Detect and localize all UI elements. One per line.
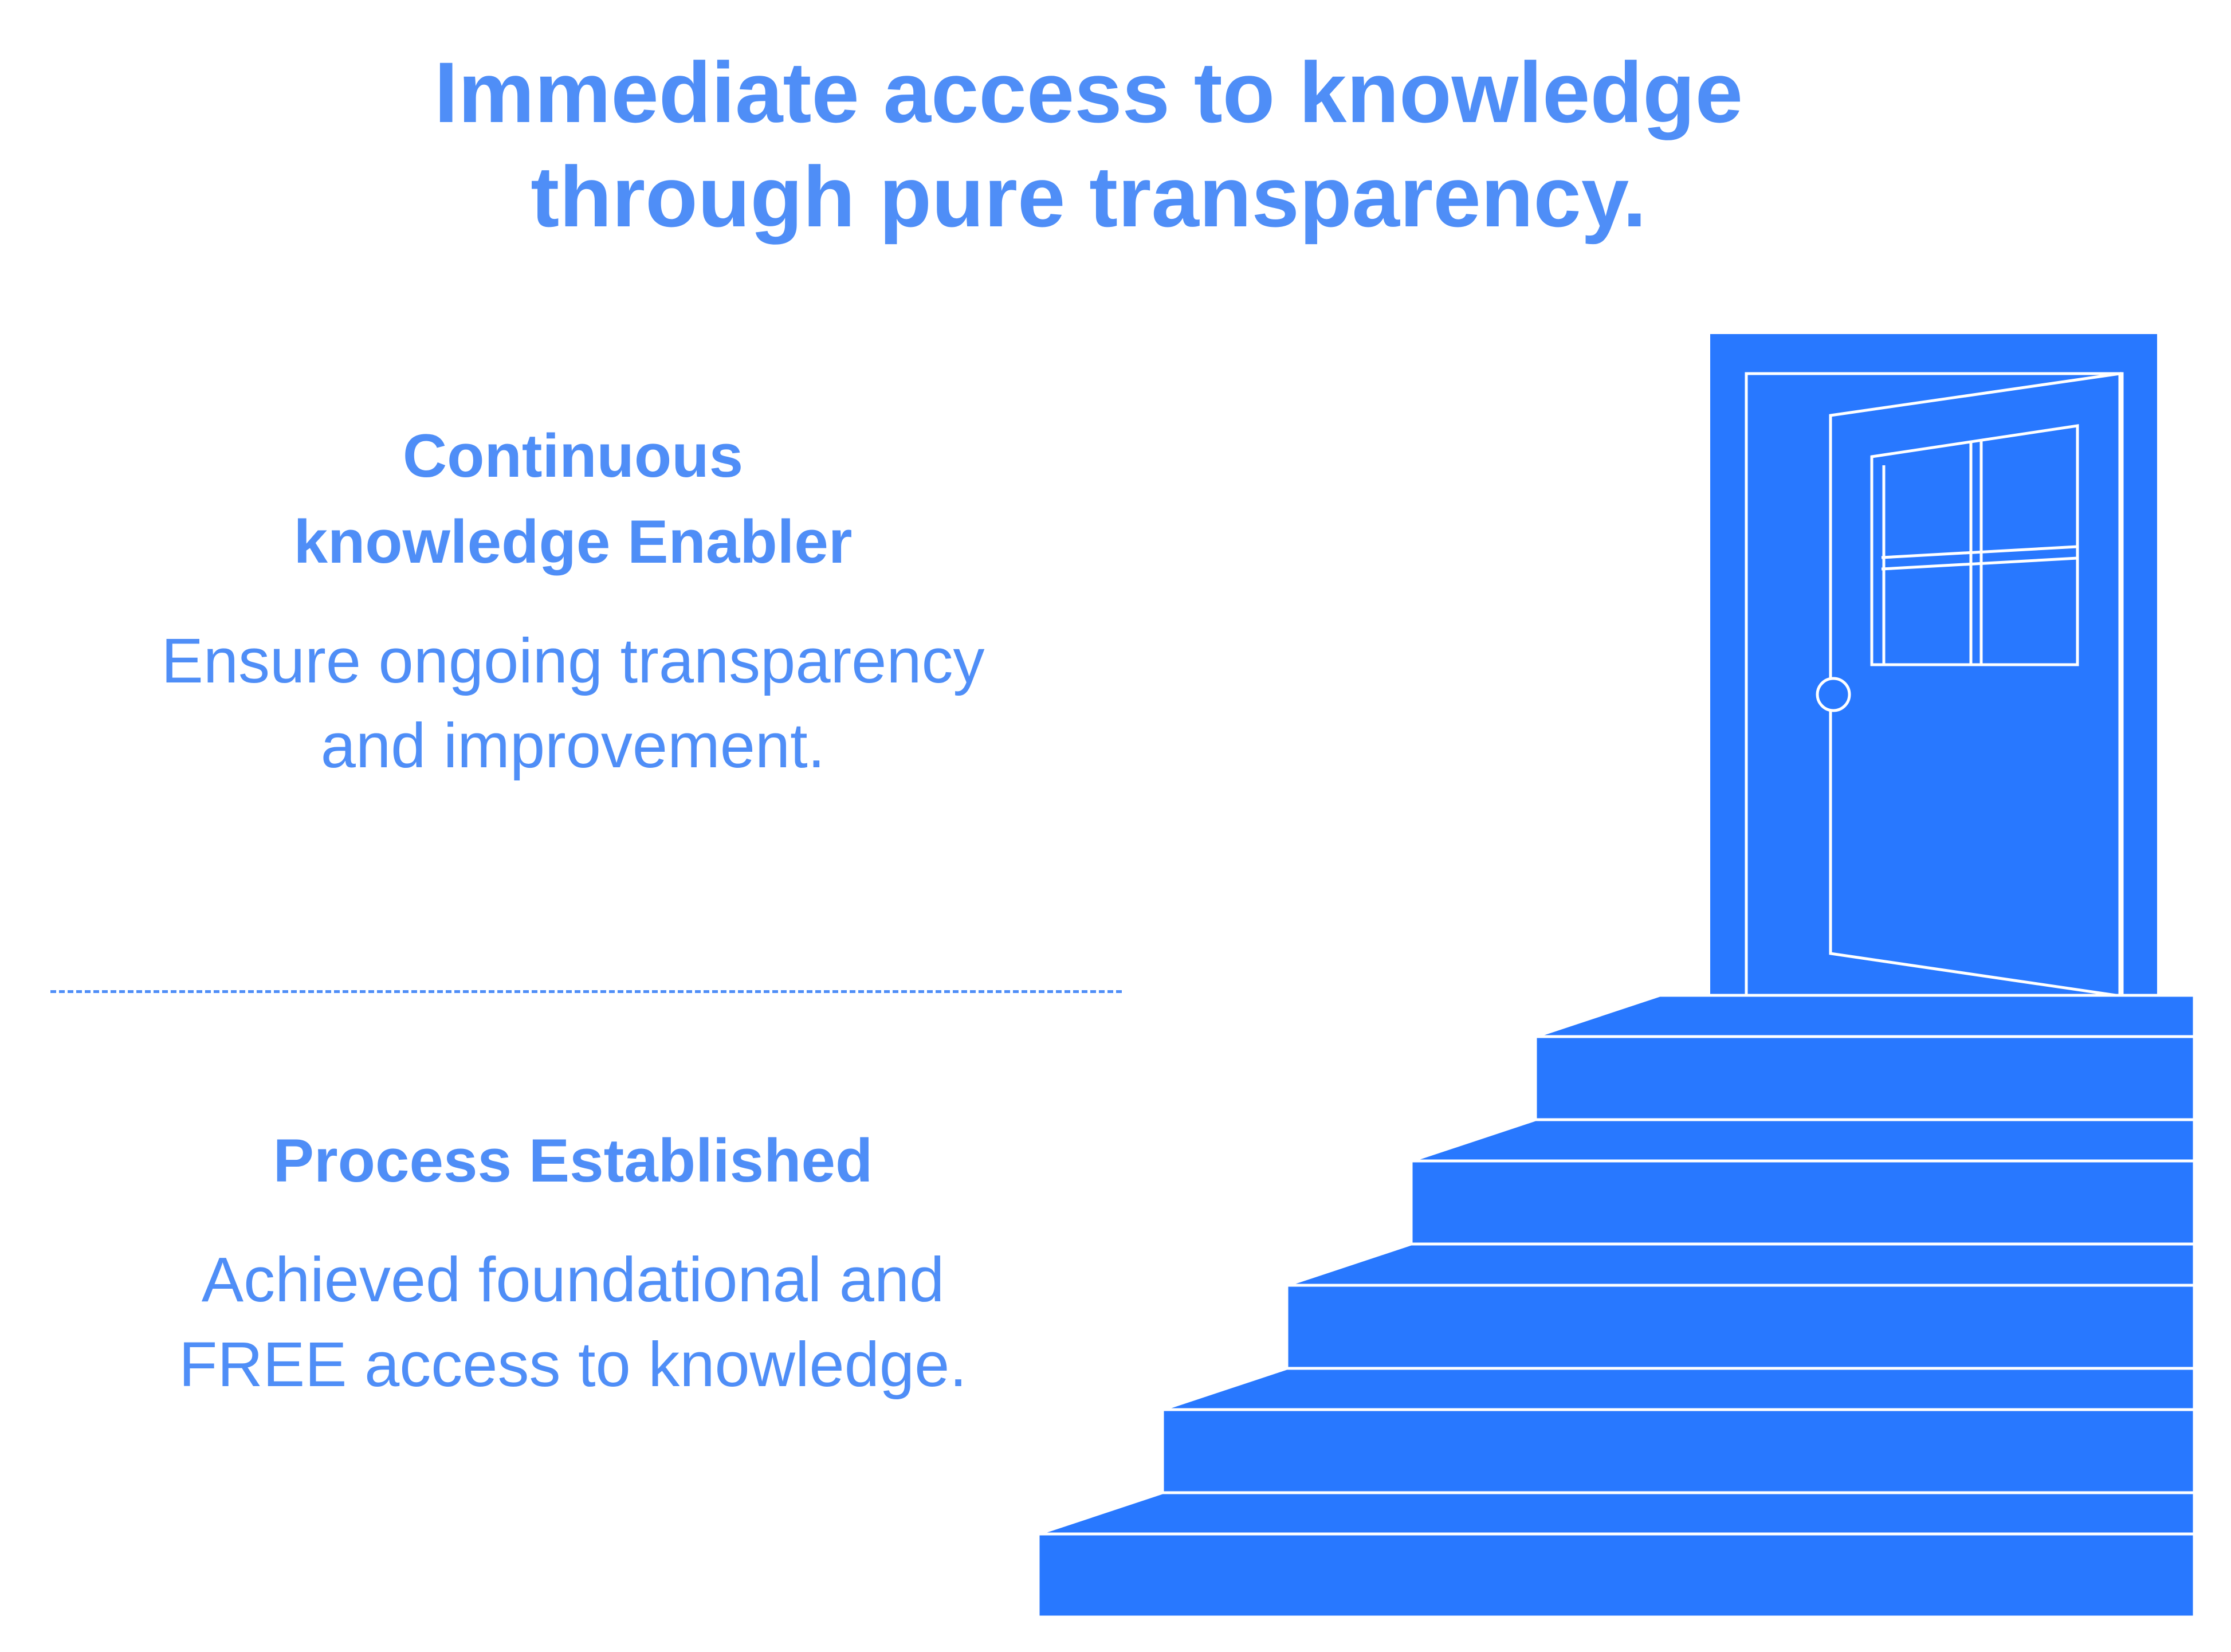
stair-tread (1162, 1367, 2196, 1411)
stage-divider (50, 990, 1122, 993)
stage-bottom-description-line-1: Achieved foundational and (201, 1245, 945, 1315)
staircase-icon (1036, 994, 2196, 1619)
stair-tread (1411, 1118, 2196, 1163)
stair-tread (1038, 1491, 2196, 1536)
stage-top-description: Ensure ongoing transparency and improvem… (46, 619, 1100, 788)
stair-riser (1534, 1035, 2196, 1121)
door-window-transom (1881, 545, 2078, 559)
stair-riser (1161, 1408, 2196, 1494)
stair-riser (1409, 1159, 2196, 1246)
stage-top-heading: Continuous knowledge Enabler (46, 413, 1100, 584)
stage-bottom-heading-line-1: Process Established (273, 1126, 873, 1195)
stage-top-description-line-2: and improvement. (320, 711, 826, 781)
door-window-transom (1881, 556, 2078, 571)
stage-top-heading-line-1: Continuous (402, 421, 744, 490)
stair-riser (1285, 1284, 2196, 1370)
open-door-icon (1710, 334, 2157, 999)
stair-tread (1286, 1242, 2196, 1287)
stage-top-description-line-1: Ensure ongoing transparency (161, 626, 985, 696)
stage-bottom-heading: Process Established (46, 1117, 1100, 1203)
stage-bottom-description-line-2: FREE access to knowledge. (179, 1329, 967, 1400)
title-line-2: through pure transparency. (531, 148, 1647, 245)
stair-riser (1036, 1532, 2196, 1619)
door-window (1870, 424, 2079, 666)
title-line-1: Immediate access to knowledge (434, 44, 1743, 140)
page-title: Immediate access to knowledge through pu… (172, 40, 2005, 249)
stair-tread (1535, 994, 2196, 1038)
stage-bottom-description: Achieved foundational and FREE access to… (46, 1238, 1100, 1407)
stage-top-heading-line-2: knowledge Enabler (293, 507, 853, 576)
door-knob (1816, 677, 1851, 712)
